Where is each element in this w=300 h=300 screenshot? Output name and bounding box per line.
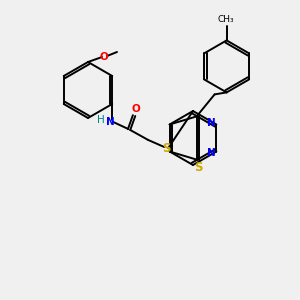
Text: N: N xyxy=(207,148,216,158)
Text: CH₃: CH₃ xyxy=(217,15,234,24)
Text: S: S xyxy=(162,142,170,154)
Text: N: N xyxy=(106,117,115,127)
Text: O: O xyxy=(132,104,141,114)
Text: O: O xyxy=(100,52,108,62)
Text: S: S xyxy=(194,161,203,174)
Text: N: N xyxy=(207,118,216,128)
Text: H: H xyxy=(98,115,105,125)
